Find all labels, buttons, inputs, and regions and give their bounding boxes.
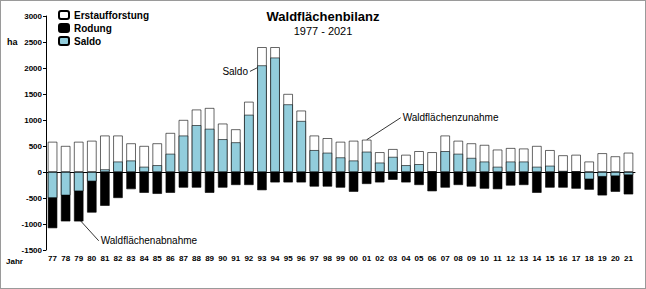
svg-text:99: 99 xyxy=(336,254,345,263)
svg-text:Rodung: Rodung xyxy=(74,23,112,34)
svg-text:Waldflächenzunahme: Waldflächenzunahme xyxy=(403,112,499,123)
svg-text:2000: 2000 xyxy=(24,64,42,73)
svg-text:Waldflächenbilanz: Waldflächenbilanz xyxy=(267,9,380,24)
svg-text:06: 06 xyxy=(428,254,437,263)
svg-text:12: 12 xyxy=(506,254,515,263)
svg-text:-1500: -1500 xyxy=(22,246,43,255)
svg-text:-500: -500 xyxy=(26,194,43,203)
svg-text:95: 95 xyxy=(284,254,293,263)
svg-text:Erstaufforstung: Erstaufforstung xyxy=(74,10,149,21)
svg-text:18: 18 xyxy=(585,254,594,263)
svg-text:93: 93 xyxy=(258,254,267,263)
svg-text:84: 84 xyxy=(140,254,149,263)
svg-text:05: 05 xyxy=(415,254,424,263)
svg-text:91: 91 xyxy=(231,254,240,263)
svg-text:79: 79 xyxy=(74,254,83,263)
svg-text:Saldo: Saldo xyxy=(74,36,101,47)
svg-text:1500: 1500 xyxy=(24,90,42,99)
svg-text:0: 0 xyxy=(38,168,43,177)
svg-text:77: 77 xyxy=(48,254,57,263)
svg-text:80: 80 xyxy=(87,254,96,263)
svg-text:500: 500 xyxy=(29,142,43,151)
svg-text:02: 02 xyxy=(375,254,384,263)
svg-text:85: 85 xyxy=(153,254,162,263)
svg-text:86: 86 xyxy=(166,254,175,263)
svg-text:94: 94 xyxy=(271,254,280,263)
svg-text:00: 00 xyxy=(349,254,358,263)
svg-text:21: 21 xyxy=(624,254,633,263)
svg-text:13: 13 xyxy=(519,254,528,263)
svg-text:3000: 3000 xyxy=(24,12,42,21)
svg-text:08: 08 xyxy=(454,254,463,263)
svg-text:96: 96 xyxy=(297,254,306,263)
svg-text:Waldflächenabnahme: Waldflächenabnahme xyxy=(101,235,198,246)
svg-text:97: 97 xyxy=(310,254,319,263)
svg-text:83: 83 xyxy=(127,254,136,263)
svg-text:81: 81 xyxy=(100,254,109,263)
svg-text:09: 09 xyxy=(467,254,476,263)
svg-text:92: 92 xyxy=(244,254,253,263)
svg-text:20: 20 xyxy=(611,254,620,263)
svg-text:2500: 2500 xyxy=(24,38,42,47)
svg-text:98: 98 xyxy=(323,254,332,263)
svg-text:17: 17 xyxy=(572,254,581,263)
svg-text:16: 16 xyxy=(559,254,568,263)
svg-text:78: 78 xyxy=(61,254,70,263)
svg-text:10: 10 xyxy=(480,254,489,263)
svg-text:11: 11 xyxy=(493,254,502,263)
svg-text:ha: ha xyxy=(7,37,18,47)
svg-text:88: 88 xyxy=(192,254,201,263)
svg-text:19: 19 xyxy=(598,254,607,263)
svg-text:82: 82 xyxy=(114,254,123,263)
svg-text:07: 07 xyxy=(441,254,450,263)
svg-text:90: 90 xyxy=(218,254,227,263)
svg-text:01: 01 xyxy=(362,254,371,263)
svg-text:Saldo: Saldo xyxy=(222,66,248,77)
svg-text:1977 - 2021: 1977 - 2021 xyxy=(294,25,353,37)
svg-text:03: 03 xyxy=(388,254,397,263)
svg-text:1000: 1000 xyxy=(24,116,42,125)
svg-text:14: 14 xyxy=(532,254,541,263)
svg-text:89: 89 xyxy=(205,254,214,263)
svg-text:04: 04 xyxy=(401,254,410,263)
svg-text:Jahr: Jahr xyxy=(6,257,23,266)
svg-text:-1000: -1000 xyxy=(22,220,43,229)
svg-text:87: 87 xyxy=(179,254,188,263)
svg-text:15: 15 xyxy=(545,254,554,263)
